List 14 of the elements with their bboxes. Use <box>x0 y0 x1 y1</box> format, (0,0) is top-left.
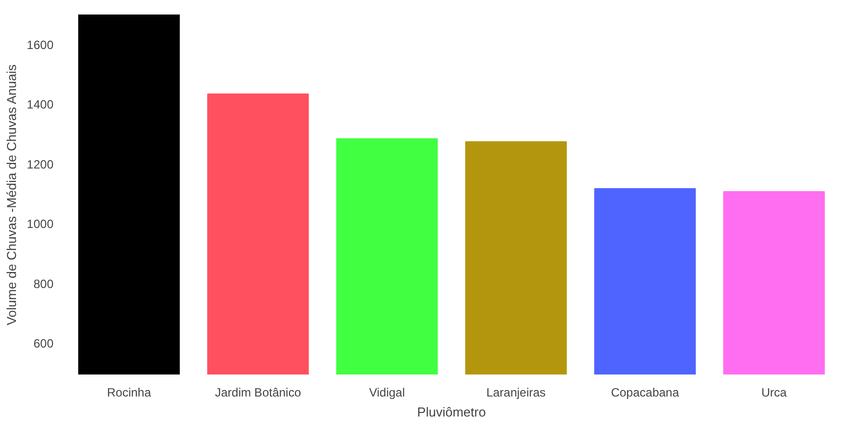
x-tick-label: Laranjeiras <box>486 386 546 400</box>
x-tick-label: Rocinha <box>106 386 152 400</box>
x-axis-title: Pluviômetro <box>417 404 486 420</box>
x-tick-label: Copacabana <box>610 386 680 400</box>
y-tick-label: 1000 <box>26 217 54 232</box>
y-tick-label: 1600 <box>26 38 54 52</box>
y-tick-label: 600 <box>33 336 54 351</box>
x-tick-label: Jardim Botânico <box>214 386 302 400</box>
y-tick-label: 1400 <box>26 98 54 112</box>
y-tick-label: 800 <box>33 276 54 291</box>
x-tick-label: Vidigal <box>369 386 405 400</box>
y-axis-title: Volume de Chuvas -Média de Chuvas Anuais <box>4 64 19 326</box>
y-tick-label: 1200 <box>26 157 54 172</box>
x-tick-label: Urca <box>761 386 787 400</box>
